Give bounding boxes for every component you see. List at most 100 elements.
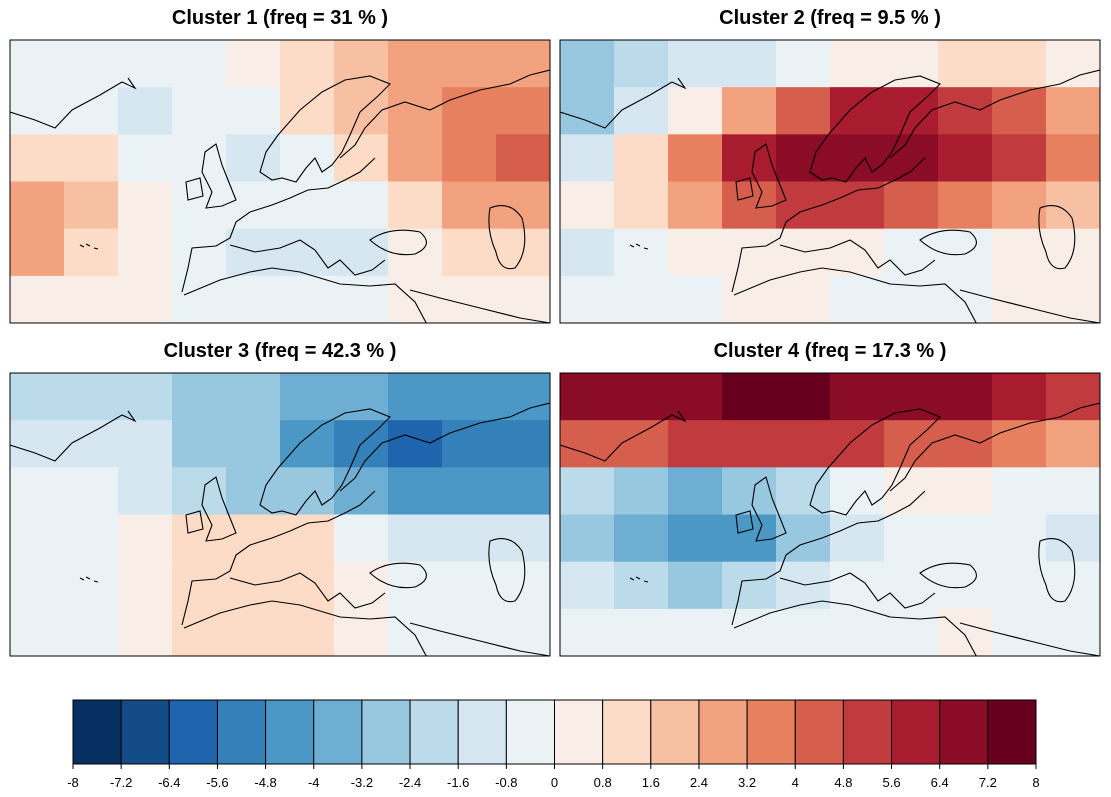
- colorbar-tick-label: -0.8: [495, 775, 517, 790]
- grid-cell: [1046, 275, 1100, 323]
- grid-cell: [226, 275, 281, 323]
- colorbar-swatch: [794, 699, 844, 765]
- map-panel: [560, 40, 1100, 323]
- grid-cell: [496, 40, 550, 88]
- grid-cell: [118, 228, 173, 277]
- panel-frame: [9, 39, 551, 324]
- grid-cell: [10, 561, 65, 610]
- colorbar-tick-label: 7.2: [979, 775, 997, 790]
- grid-cell: [334, 608, 389, 656]
- grid-cell: [668, 373, 723, 421]
- grid-cell: [388, 40, 443, 88]
- grid-cell: [172, 373, 227, 421]
- grid-cell: [830, 373, 885, 421]
- grid-cell: [280, 87, 335, 135]
- grid-cell: [442, 87, 497, 135]
- grid-cell: [992, 514, 1047, 563]
- grid-cell: [118, 420, 173, 468]
- colorbar-swatch: [746, 699, 796, 765]
- grid-cell: [830, 87, 885, 135]
- grid-cell: [10, 373, 65, 421]
- grid-cell: [938, 420, 993, 468]
- colorbar-tick-label: -5.6: [206, 775, 228, 790]
- grid-cell: [938, 514, 993, 563]
- grid-cell: [10, 420, 65, 468]
- grid-cell: [1046, 467, 1100, 515]
- grid-cell: [722, 373, 777, 421]
- grid-cell: [64, 87, 119, 135]
- grid-cell: [226, 134, 281, 182]
- colorbar-swatch: [939, 699, 989, 765]
- grid-cell: [442, 228, 497, 277]
- grid-cell: [442, 514, 497, 563]
- grid-cell: [280, 40, 335, 88]
- grid-cell: [992, 467, 1047, 515]
- grid-cell: [496, 608, 550, 656]
- grid-cell: [614, 373, 669, 421]
- grid-cell: [722, 514, 777, 563]
- grid-cell: [226, 40, 281, 88]
- grid-cell: [722, 420, 777, 468]
- colorbar-tick-label: 5.6: [883, 775, 901, 790]
- grid-cell: [118, 467, 173, 515]
- grid-cell: [1046, 420, 1100, 468]
- panel-title: Cluster 4 (freq = 17.3 % ): [714, 340, 947, 362]
- grid-cell: [668, 134, 723, 182]
- grid-cell: [496, 134, 550, 182]
- grid-cell: [722, 467, 777, 515]
- grid-cell: [334, 228, 389, 277]
- grid-cell: [10, 608, 65, 656]
- grid-cell: [722, 181, 777, 230]
- grid-cell: [64, 420, 119, 468]
- grid-cell: [560, 134, 615, 182]
- grid-cell: [118, 608, 173, 656]
- grid-cell: [614, 181, 669, 230]
- grid-cell: [614, 514, 669, 563]
- colorbar-swatch: [216, 699, 267, 765]
- grid-cell: [830, 420, 885, 468]
- grid-cell: [388, 467, 443, 515]
- grid-cell: [334, 514, 389, 563]
- grid-cell: [722, 228, 777, 277]
- grid-cell: [172, 181, 227, 230]
- grid-cell: [722, 40, 777, 88]
- colorbar-swatch: [361, 699, 411, 765]
- grid-cell: [560, 420, 615, 468]
- grid-cell: [992, 608, 1047, 656]
- grid-cell: [172, 420, 227, 468]
- grid-cell: [64, 561, 119, 610]
- grid-cell: [64, 514, 119, 563]
- grid-cell: [172, 275, 227, 323]
- panel-frame: [9, 372, 551, 657]
- grid-cell: [668, 514, 723, 563]
- map-panel: [560, 373, 1100, 656]
- grid-cell: [830, 181, 885, 230]
- grid-cell: [776, 467, 831, 515]
- grid-cell: [938, 228, 993, 277]
- grid-cell: [388, 608, 443, 656]
- grid-cell: [118, 87, 173, 135]
- grid-cell: [776, 373, 831, 421]
- grid-cell: [442, 134, 497, 182]
- panel-title: Cluster 1 (freq = 31 % ): [172, 7, 388, 29]
- colorbar-swatch: [120, 699, 170, 765]
- grid-cell: [280, 134, 335, 182]
- grid-cell: [992, 134, 1047, 182]
- grid-cell: [560, 40, 615, 88]
- grid-cell: [776, 275, 831, 323]
- grid-cell: [64, 40, 119, 88]
- grid-cell: [614, 40, 669, 88]
- colorbar-tick-label: 4: [792, 775, 799, 790]
- grid-cell: [388, 228, 443, 277]
- colorbar-swatch: [505, 699, 556, 765]
- grid-cell: [388, 373, 443, 421]
- colorbar-tick-label: 0.8: [594, 775, 612, 790]
- grid-cell: [172, 40, 227, 88]
- colorbar-tick-label: 4.8: [834, 775, 852, 790]
- grid-cell: [614, 561, 669, 610]
- grid-cell: [280, 228, 335, 277]
- colorbar-tick-label: 3.2: [738, 775, 756, 790]
- grid-cell: [388, 561, 443, 610]
- grid-cell: [614, 608, 669, 656]
